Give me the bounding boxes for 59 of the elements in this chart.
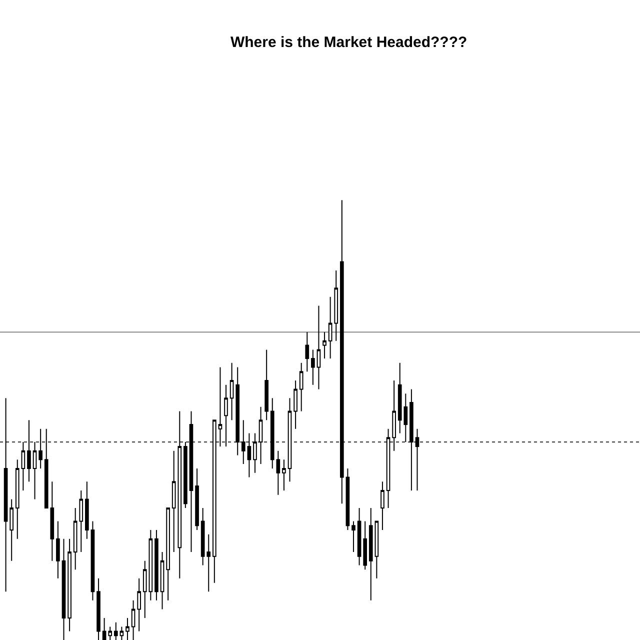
candlestick: [212, 420, 216, 584]
candlestick: [85, 481, 89, 540]
candlestick: [27, 420, 31, 482]
candlestick: [184, 442, 188, 509]
candlestick: [230, 362, 234, 421]
candlestick: [166, 508, 170, 601]
candlestick: [346, 468, 350, 531]
candlestick: [380, 481, 384, 531]
candlestick: [142, 560, 147, 619]
candlestick: [21, 442, 26, 491]
candlestick: [334, 270, 338, 342]
candlestick: [148, 530, 153, 601]
candlestick: [68, 538, 72, 632]
candlestick: [56, 520, 60, 579]
candlestick: [160, 552, 164, 610]
candlestick: [288, 398, 292, 482]
candlestick: [363, 520, 367, 570]
candlestick: [368, 508, 373, 601]
candlestick: [253, 432, 257, 474]
candlestick: [282, 459, 286, 491]
candlestick: [4, 398, 8, 592]
candlestick: [392, 380, 396, 452]
candlestick: [195, 468, 199, 531]
candlestick: [206, 534, 211, 592]
candlestick: [247, 432, 252, 478]
candlestick: [294, 380, 298, 430]
candlestick: [224, 384, 228, 447]
candlestick: [62, 538, 66, 640]
candlestick: [96, 578, 100, 640]
candlestick: [10, 498, 14, 562]
candlestick: [311, 349, 315, 386]
candlestick: [386, 428, 390, 509]
candlestick: [264, 349, 268, 421]
candlestick: [32, 442, 37, 500]
candlestick: [299, 362, 304, 412]
candlestick: [38, 428, 42, 469]
candlestick: [241, 420, 246, 465]
candlestick: [316, 305, 321, 390]
candlestick: [154, 530, 158, 601]
candlestick: [357, 508, 362, 566]
candlestick: [218, 366, 222, 447]
candlestick: [328, 296, 332, 359]
candlestick: [15, 459, 20, 540]
candlestick: [322, 332, 326, 359]
candlestick: [374, 520, 379, 579]
candlestick: [236, 366, 240, 456]
candlestick: [410, 388, 414, 491]
candlestick: [415, 428, 420, 491]
candlestick: [305, 332, 310, 372]
candlestick: [352, 520, 356, 553]
candlestick: [340, 200, 344, 504]
candlestick: [90, 520, 95, 601]
candlestick: [258, 406, 263, 465]
chart-title: Where is the Market Headed????: [230, 34, 468, 51]
candlestick: [189, 410, 194, 553]
candlestick: [102, 618, 106, 640]
candlestick: [114, 622, 118, 640]
candlestick: [137, 578, 141, 632]
candlestick: [200, 508, 205, 566]
